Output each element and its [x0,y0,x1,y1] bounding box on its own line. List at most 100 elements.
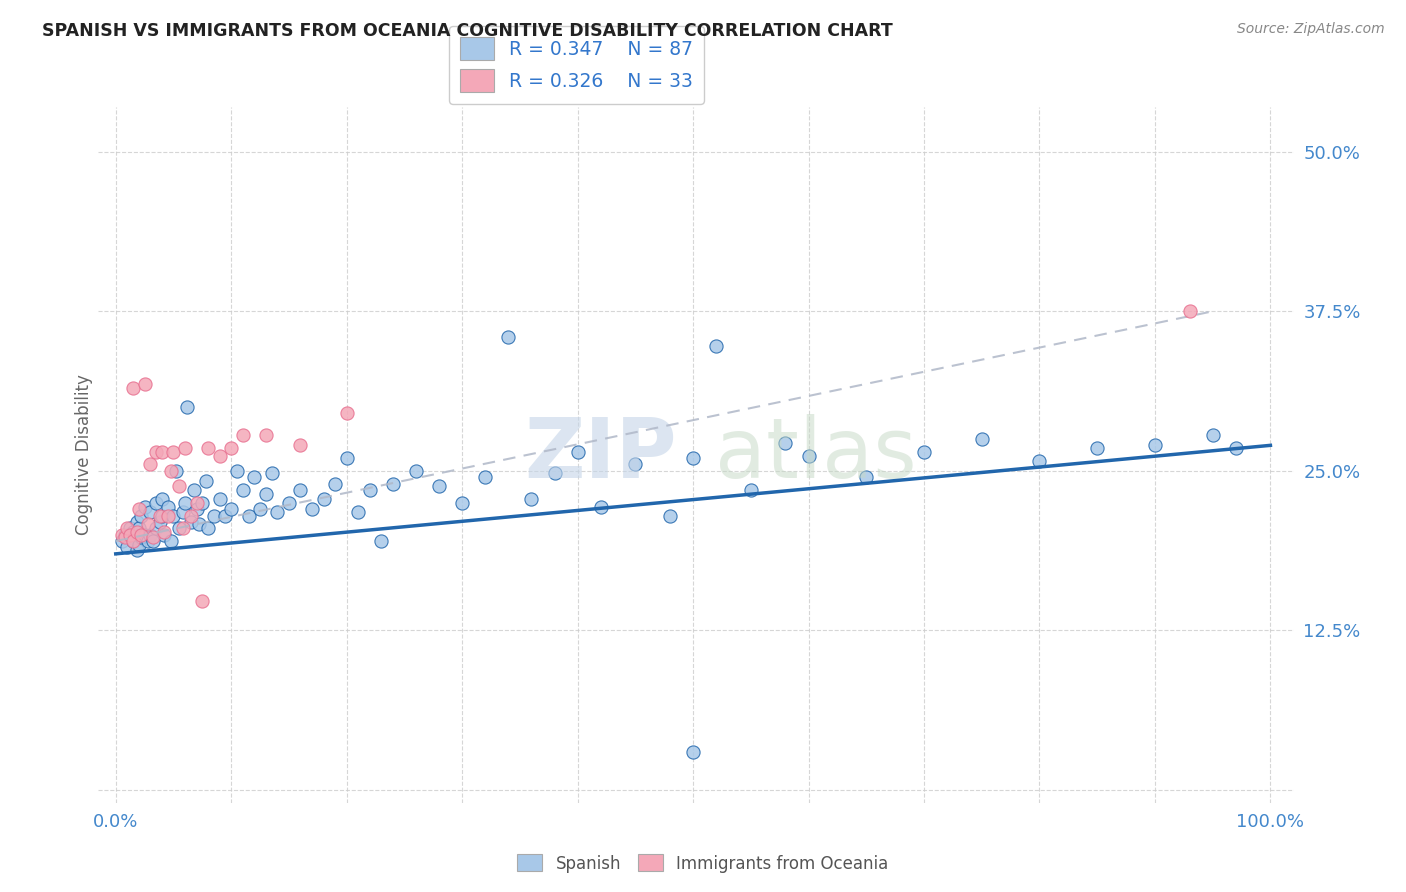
Point [359,483,381,497]
Text: ZIP: ZIP [524,415,676,495]
Point [129,530,152,544]
Point [187,517,209,532]
Point [254,428,277,442]
Point [290,438,312,452]
Point [249,502,271,516]
Point [128,521,150,535]
Point [1028,453,1050,467]
Point [145,521,167,535]
Point [775,435,797,450]
Point [186,496,208,510]
Point [704,339,727,353]
Point [122,534,145,549]
Point [1143,438,1166,452]
Point [208,491,231,506]
Point [162,444,184,458]
Point [172,505,194,519]
Point [149,515,172,529]
Point [219,502,242,516]
Point [110,534,132,549]
Point [232,428,254,442]
Point [139,527,162,541]
Point [142,530,165,544]
Point [197,521,219,535]
Point [153,525,176,540]
Point [139,458,162,472]
Point [381,476,404,491]
Text: SPANISH VS IMMIGRANTS FROM OCEANIA COGNITIVE DISABILITY CORRELATION CHART: SPANISH VS IMMIGRANTS FROM OCEANIA COGNI… [42,22,893,40]
Point [260,467,283,481]
Point [543,467,565,481]
Y-axis label: Cognitive Disability: Cognitive Disability [75,375,93,535]
Point [160,534,183,549]
Point [474,470,496,484]
Point [427,479,450,493]
Point [139,505,162,519]
Point [183,483,205,497]
Point [232,483,254,497]
Point [180,508,202,523]
Point [589,500,612,514]
Point [194,474,217,488]
Point [370,534,392,549]
Point [219,441,242,455]
Point [153,527,176,541]
Point [208,449,231,463]
Point [117,521,139,535]
Point [142,534,165,549]
Point [624,458,647,472]
Point [117,541,139,555]
Point [114,527,136,541]
Text: atlas: atlas [714,415,917,495]
Point [128,538,150,552]
Point [797,449,820,463]
Point [129,527,152,541]
Point [150,508,173,523]
Point [226,464,249,478]
Point [1178,304,1201,318]
Point [191,496,214,510]
Point [278,496,301,510]
Point [149,508,172,523]
Point [122,534,145,549]
Point [134,527,156,541]
Point [567,444,589,458]
Point [174,441,197,455]
Point [150,444,173,458]
Point [118,527,141,541]
Point [682,745,704,759]
Point [336,451,359,466]
Point [290,483,312,497]
Point [150,491,173,506]
Point [405,464,427,478]
Point [301,502,323,516]
Text: Source: ZipAtlas.com: Source: ZipAtlas.com [1237,22,1385,37]
Point [176,400,198,414]
Point [162,508,184,523]
Point [323,476,346,491]
Point [347,505,370,519]
Point [110,527,132,541]
Point [128,502,150,516]
Point [114,530,136,544]
Point [167,521,190,535]
Point [1202,428,1225,442]
Point [145,444,167,458]
Point [191,594,214,608]
Point [266,505,288,519]
Legend: Spanish, Immigrants from Oceania: Spanish, Immigrants from Oceania [510,847,896,880]
Point [134,377,156,392]
Point [125,543,148,558]
Point [855,470,877,484]
Point [134,500,156,514]
Point [197,441,219,455]
Point [122,381,145,395]
Point [243,470,266,484]
Point [172,521,194,535]
Point [136,534,159,549]
Point [970,432,993,446]
Point [125,515,148,529]
Point [145,496,167,510]
Point [186,502,208,516]
Point [214,508,236,523]
